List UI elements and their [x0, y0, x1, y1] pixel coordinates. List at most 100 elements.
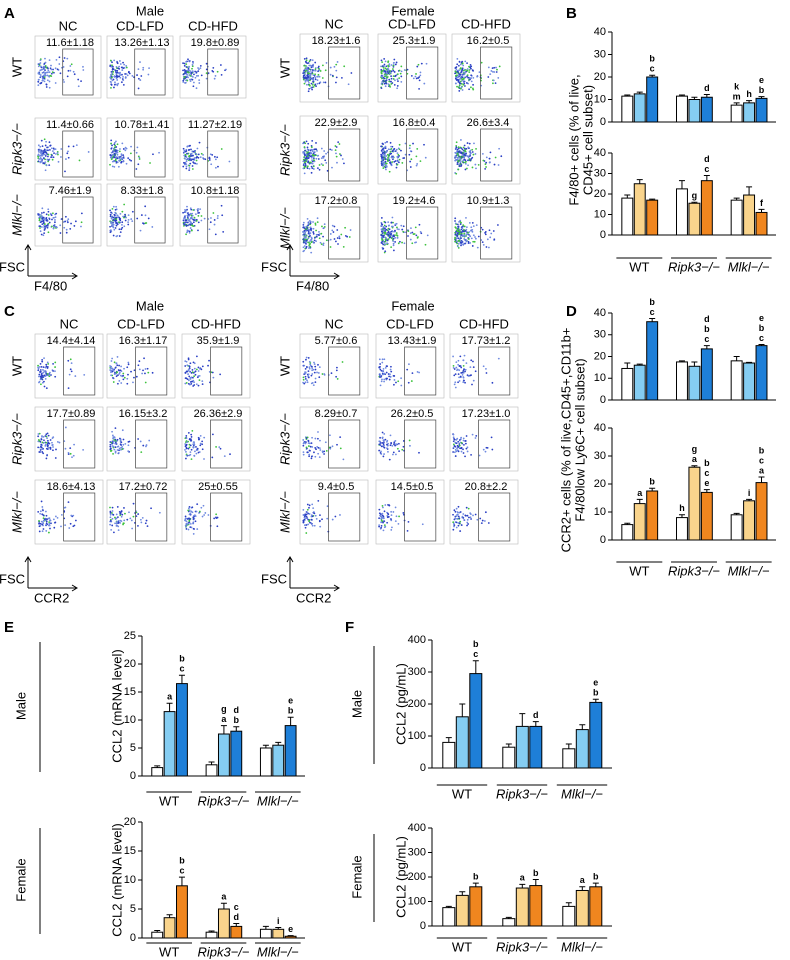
- flow-dot: [391, 526, 393, 529]
- flow-dot: [454, 517, 456, 520]
- category-label: Mlkl−/−: [257, 944, 299, 959]
- flow-dot: [325, 162, 328, 164]
- flow-dot: [189, 221, 192, 224]
- flow-dot: [185, 60, 188, 63]
- y-tick-label: 30: [594, 167, 606, 179]
- flow-dot: [308, 241, 310, 244]
- error-bar: [287, 716, 294, 726]
- column-header: CD-LFD: [117, 316, 165, 331]
- flow-dot: [189, 453, 192, 456]
- flow-dot: [303, 227, 306, 230]
- flow-dot: [311, 88, 313, 91]
- error-bar: [746, 498, 753, 501]
- flow-dot: [385, 440, 388, 443]
- flow-dot: [410, 227, 412, 230]
- flow-dot: [41, 451, 44, 453]
- flow-dot: [150, 507, 152, 510]
- flow-dot: [463, 147, 466, 150]
- flow-dot: [389, 434, 392, 437]
- flow-dot: [380, 519, 383, 522]
- flow-dot: [394, 236, 397, 239]
- flow-dot: [390, 145, 393, 148]
- flow-dot: [109, 506, 111, 509]
- flow-dots: [37, 500, 77, 534]
- flow-dot: [193, 157, 196, 159]
- flow-dot: [381, 65, 384, 67]
- flow-dot: [306, 381, 309, 384]
- flow-dot: [111, 512, 113, 514]
- flow-dot: [393, 58, 396, 61]
- flow-dot: [213, 223, 216, 226]
- flow-dot: [42, 221, 45, 224]
- flow-dot: [307, 157, 310, 160]
- flow-dot: [326, 169, 329, 172]
- flow-dot: [116, 506, 119, 508]
- flow-dot: [306, 503, 309, 506]
- flow-dot: [191, 165, 194, 167]
- gate-value: 26.2±0.5: [391, 408, 434, 420]
- flow-dot: [182, 69, 184, 72]
- flow-dot: [41, 523, 44, 526]
- flow-dot: [336, 366, 338, 369]
- flow-dot: [192, 446, 195, 449]
- flow-dot: [323, 450, 326, 453]
- flow-dot: [187, 432, 190, 434]
- flow-dot: [380, 450, 382, 453]
- flow-dot: [317, 65, 320, 68]
- flow-dot: [380, 236, 383, 239]
- flow-dot: [316, 167, 319, 170]
- flow-dot: [468, 88, 471, 91]
- flow-dot: [310, 171, 313, 174]
- flow-dot: [306, 79, 308, 82]
- flow-dot: [65, 158, 67, 160]
- flow-dot: [120, 66, 123, 69]
- error-bar: [532, 878, 539, 886]
- flow-dot: [454, 217, 457, 220]
- flow-dot: [185, 457, 187, 460]
- flow-dot: [191, 223, 194, 225]
- flow-dot: [198, 141, 201, 144]
- flow-dot: [187, 528, 190, 531]
- gate-value: 16.15±3.2: [119, 408, 168, 420]
- bar: [230, 730, 243, 777]
- flow-dot: [467, 76, 470, 79]
- bar: [730, 104, 743, 123]
- flow-dot: [462, 448, 464, 451]
- flow-dot: [198, 510, 201, 513]
- flow-dot: [185, 360, 188, 363]
- flow-dot: [312, 86, 315, 88]
- significance-letter: m: [733, 91, 741, 101]
- flow-dot: [390, 75, 392, 78]
- flow-dot: [308, 513, 311, 515]
- flow-dot: [394, 74, 397, 77]
- flow-dot: [216, 217, 219, 220]
- flow-dot: [197, 366, 200, 369]
- flow-dot: [312, 80, 314, 83]
- flow-dot: [128, 72, 131, 75]
- flow-dot: [109, 513, 112, 516]
- flow-dot: [397, 153, 400, 156]
- flow-dot: [109, 443, 112, 446]
- flow-dot: [471, 383, 473, 386]
- flow-dot: [44, 158, 47, 161]
- significance-letter: b: [759, 323, 765, 333]
- flow-dot: [337, 243, 339, 245]
- flow-dot: [335, 69, 338, 72]
- category-label: Mlkl−/−: [257, 793, 299, 808]
- flow-dot: [112, 513, 115, 516]
- flow-dot: [464, 85, 466, 87]
- flow-dot: [381, 431, 384, 434]
- flow-dot: [389, 80, 392, 83]
- flow-dot: [48, 80, 51, 83]
- flow-dot: [114, 208, 117, 211]
- flow-dot: [406, 529, 409, 532]
- flow-dot: [317, 446, 320, 449]
- flow-dot: [203, 514, 206, 516]
- flow-dot: [461, 62, 464, 65]
- flow-dot: [121, 73, 123, 76]
- flow-dot: [110, 73, 113, 76]
- flow-dot: [118, 228, 121, 231]
- flow-dot: [127, 361, 130, 364]
- flow-dot: [390, 519, 393, 522]
- flow-dot: [55, 448, 57, 451]
